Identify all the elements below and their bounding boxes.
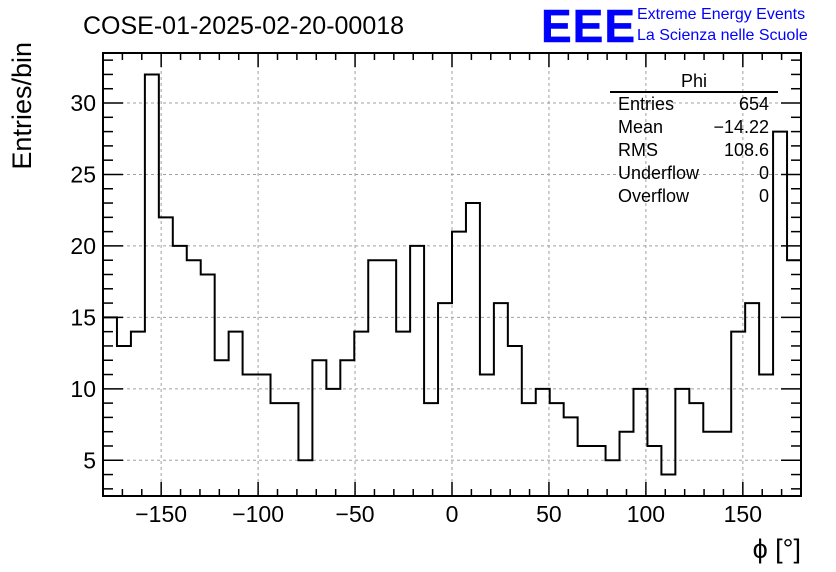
- eee-logo-line1: Extreme Energy Events: [637, 6, 805, 23]
- stats-value: 654: [739, 94, 769, 114]
- x-tick-label: 100: [627, 501, 665, 527]
- histogram-bin: [298, 460, 312, 496]
- stats-value: −14.22: [713, 117, 769, 137]
- x-tick-label: −100: [232, 501, 284, 527]
- histogram-bin: [131, 332, 145, 496]
- histogram-bin: [117, 346, 131, 496]
- histogram-bin: [159, 217, 173, 496]
- histogram-bin: [522, 403, 536, 496]
- x-tick-label: −50: [336, 501, 375, 527]
- grid-lines: [103, 53, 801, 496]
- histogram-line: [103, 73, 801, 476]
- stats-box: Phi Entries 654 Mean −14.22 RMS 108.6 Underflo…: [610, 71, 778, 206]
- histogram-bin: [675, 389, 689, 496]
- histogram-bin: [284, 403, 298, 496]
- histogram-bin: [424, 403, 438, 496]
- histogram-bin: [578, 446, 592, 496]
- axis-ticks: [102, 53, 802, 496]
- y-axis-label: Entries/bin: [7, 42, 37, 170]
- histogram-bin: [508, 346, 522, 496]
- x-tick-label: −150: [135, 501, 187, 527]
- histogram-bin: [103, 317, 117, 496]
- histogram-bin: [564, 417, 578, 496]
- x-tick-label: 150: [724, 501, 762, 527]
- histogram-bin: [368, 260, 382, 496]
- histogram-bin: [647, 446, 661, 496]
- stats-label: Underflow: [618, 163, 700, 183]
- y-tick-label: 5: [83, 447, 96, 473]
- histogram-bin: [340, 360, 354, 496]
- histogram-bin: [620, 432, 634, 496]
- histogram-bin: [173, 246, 187, 496]
- histogram-bin: [452, 232, 466, 496]
- histogram-bin: [229, 332, 243, 496]
- stats-label: RMS: [618, 140, 658, 160]
- x-tick-label: 50: [536, 501, 562, 527]
- stats-value: 108.6: [724, 140, 769, 160]
- x-axis-label: ϕ [°]: [753, 534, 801, 564]
- x-tick-label: 0: [446, 501, 459, 527]
- eee-logo-line2: La Scienza nelle Scuole: [637, 27, 808, 44]
- histogram-bin: [257, 375, 271, 496]
- histogram-bin: [745, 303, 759, 496]
- histogram-bin: [215, 360, 229, 496]
- eee-logo-letters: EEE: [541, 0, 636, 52]
- histogram-bin: [354, 332, 368, 496]
- histogram-bin: [187, 260, 201, 496]
- y-tick-label: 10: [70, 376, 96, 402]
- histogram-bin: [466, 203, 480, 496]
- x-tick-labels: −150 −100 −50 0 50 100 150: [135, 501, 762, 527]
- histogram-bin: [717, 432, 731, 496]
- histogram-bin: [326, 389, 340, 496]
- histogram-bin: [271, 403, 285, 496]
- histogram-bin: [201, 275, 215, 497]
- histogram-bin: [438, 303, 452, 496]
- stats-label: Entries: [618, 94, 674, 114]
- stats-label: Overflow: [618, 186, 690, 206]
- eee-logo: EEE Extreme Energy Events La Scienza nel…: [541, 0, 808, 52]
- chart-title: COSE-01-2025-02-20-00018: [83, 12, 404, 40]
- histogram-bin: [592, 446, 606, 496]
- y-tick-labels: 5 10 15 20 25 30: [70, 90, 96, 473]
- histogram-bin: [633, 389, 647, 496]
- stats-label: Mean: [618, 117, 663, 137]
- stats-box-title: Phi: [681, 71, 707, 91]
- histogram-bin: [759, 375, 773, 496]
- histogram-bin: [550, 403, 564, 496]
- y-tick-label: 25: [70, 161, 96, 187]
- histogram-bin: [312, 360, 326, 496]
- histogram-bin: [536, 389, 550, 496]
- stats-value: 0: [759, 186, 769, 206]
- stats-box-rows: Entries 654 Mean −14.22 RMS 108.6 Underflow 0 Ov…: [618, 94, 769, 206]
- y-tick-label: 20: [70, 233, 96, 259]
- histogram-bin: [480, 375, 494, 496]
- histogram-bin: [731, 332, 745, 496]
- histogram-bin: [689, 403, 703, 496]
- histogram-bin: [703, 432, 717, 496]
- histogram-bin: [396, 332, 410, 496]
- histogram-bin: [145, 74, 159, 496]
- histogram-bin: [243, 375, 257, 496]
- y-tick-label: 30: [70, 90, 96, 116]
- histogram-bin: [494, 303, 508, 496]
- histogram-bin: [773, 132, 787, 496]
- y-tick-label: 15: [70, 304, 96, 330]
- histogram-bin: [382, 260, 396, 496]
- histogram-bin: [410, 246, 424, 496]
- histogram-bin: [661, 475, 675, 496]
- stats-value: 0: [759, 163, 769, 183]
